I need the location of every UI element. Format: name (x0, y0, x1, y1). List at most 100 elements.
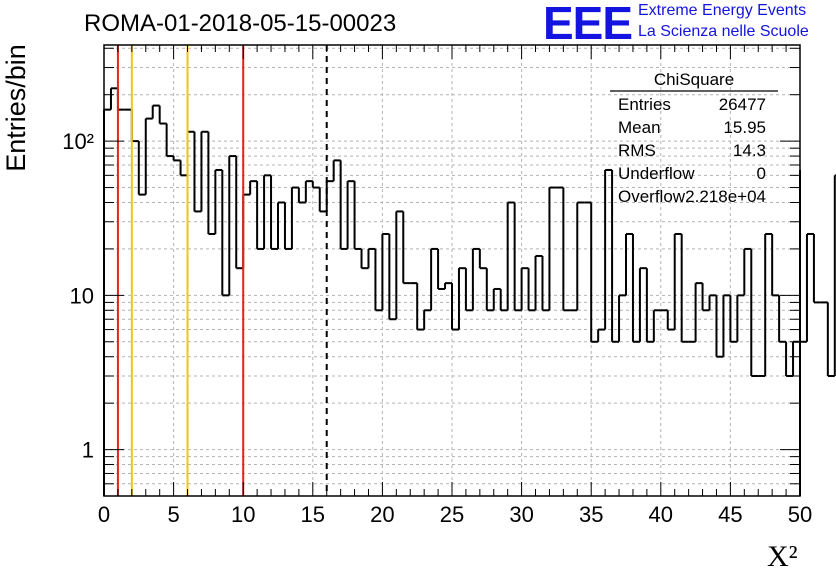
chart-title: ROMA-01-2018-05-15-00023 (84, 10, 397, 37)
histogram-bin (631, 233, 640, 343)
histogram-bin (158, 105, 167, 125)
histogram-bin (228, 155, 237, 296)
histogram-bin (339, 160, 348, 250)
x-tick-label: 10 (231, 502, 255, 527)
histogram-bin (283, 202, 292, 250)
histogram-bin (263, 174, 272, 249)
histogram-bin (151, 104, 160, 119)
stats-box: ChiSquare Entries 26477 Mean 15.95 RMS 1… (610, 70, 778, 206)
histogram-bin (701, 283, 710, 312)
histogram-bin (805, 232, 814, 342)
histogram-bin (137, 141, 146, 196)
histogram-bin (625, 232, 633, 296)
histogram-bin (785, 341, 794, 377)
y-tick-label: 10² (62, 129, 94, 154)
histogram-bin (478, 248, 487, 270)
histogram-bin (367, 247, 376, 269)
histogram-bin (471, 247, 480, 311)
histogram-bin (604, 168, 613, 330)
grid (104, 45, 800, 496)
x-tick-label: 40 (649, 502, 673, 527)
histogram-bin (249, 180, 258, 195)
histogram-bin (520, 267, 529, 311)
histogram-bin (235, 156, 244, 270)
x-tick-label: 30 (509, 502, 533, 527)
y-tick-label: 10 (70, 283, 94, 308)
histogram-bin (277, 201, 285, 249)
histogram-bin (116, 88, 125, 111)
histogram-bin (388, 233, 397, 321)
histogram-bin (590, 202, 599, 343)
x-tick-label: 45 (718, 502, 742, 527)
histogram-bin (597, 328, 606, 342)
histogram-bin (652, 309, 661, 342)
histogram-bin (708, 294, 717, 311)
histogram-bin (444, 282, 452, 289)
histogram-bin (541, 255, 550, 312)
x-tick-label: 35 (579, 502, 603, 527)
histogram-bin (144, 117, 153, 195)
histogram-bin (611, 169, 620, 343)
histogram-bin (256, 181, 265, 250)
histogram-bin (638, 267, 647, 342)
histogram-bin (207, 131, 216, 235)
histogram-bin (548, 186, 557, 311)
histogram-bin (534, 254, 543, 311)
histogram-bin (513, 202, 522, 312)
histogram-bin (715, 295, 724, 358)
stats-label: Underflow (618, 164, 695, 183)
histogram-bin (485, 268, 494, 312)
x-axis-label: X² (767, 540, 798, 572)
histogram-bin (318, 187, 327, 213)
logo-line-1: Extreme Energy Events (638, 2, 807, 19)
histogram-bin (360, 248, 369, 270)
eee-logo: EEE (543, 0, 633, 49)
y-axis-label: Entries/bin (1, 44, 31, 172)
x-tick-label: 0 (98, 502, 110, 527)
histogram-bin (457, 267, 466, 330)
histogram-bin (214, 168, 223, 234)
histogram-bin (193, 131, 202, 213)
x-tick-label: 5 (167, 502, 179, 527)
stats-value: 0 (757, 164, 766, 183)
histogram-bin (221, 169, 230, 297)
histogram-bin (395, 210, 404, 320)
histogram-bin (492, 287, 501, 311)
histogram-bin (764, 232, 773, 376)
histogram-bin (437, 248, 446, 290)
histogram-bin (673, 232, 682, 330)
logo-line-2: La Scienza nelle Scuole (638, 23, 809, 40)
histogram-bin (416, 283, 425, 331)
histogram-bin (680, 233, 689, 343)
stats-label: RMS (618, 141, 656, 160)
histogram-bin (186, 130, 195, 176)
histogram-bin (576, 201, 585, 311)
histogram-bin (109, 87, 118, 110)
histogram-bin (618, 294, 626, 342)
histogram-bin (179, 160, 188, 177)
histogram-bin (451, 283, 459, 331)
histogram-bin (792, 340, 800, 376)
histogram-bin (297, 187, 306, 204)
stats-value: 2.218e+04 (685, 187, 766, 206)
histogram-bin (242, 193, 251, 269)
x-tick-label: 20 (370, 502, 394, 527)
histogram-bin (374, 248, 383, 312)
histogram-bin (778, 295, 787, 343)
stats-label: Mean (618, 118, 661, 137)
histogram-bin (812, 233, 821, 304)
vertical-lines (116, 45, 328, 496)
y-tick-label: 1 (82, 438, 94, 463)
x-tick-label: 25 (440, 502, 464, 527)
histogram-bin (694, 282, 703, 342)
x-tick-label: 15 (301, 502, 325, 527)
x-tick-label: 50 (788, 502, 812, 527)
histogram-bin (165, 123, 174, 158)
histogram-bin (304, 180, 313, 203)
histogram-layer (103, 87, 836, 496)
histogram-bin (499, 288, 508, 312)
histogram-bin (325, 180, 334, 212)
histogram-bin (290, 186, 299, 249)
stats-value: 15.95 (723, 118, 766, 137)
histogram-bin (645, 268, 654, 343)
